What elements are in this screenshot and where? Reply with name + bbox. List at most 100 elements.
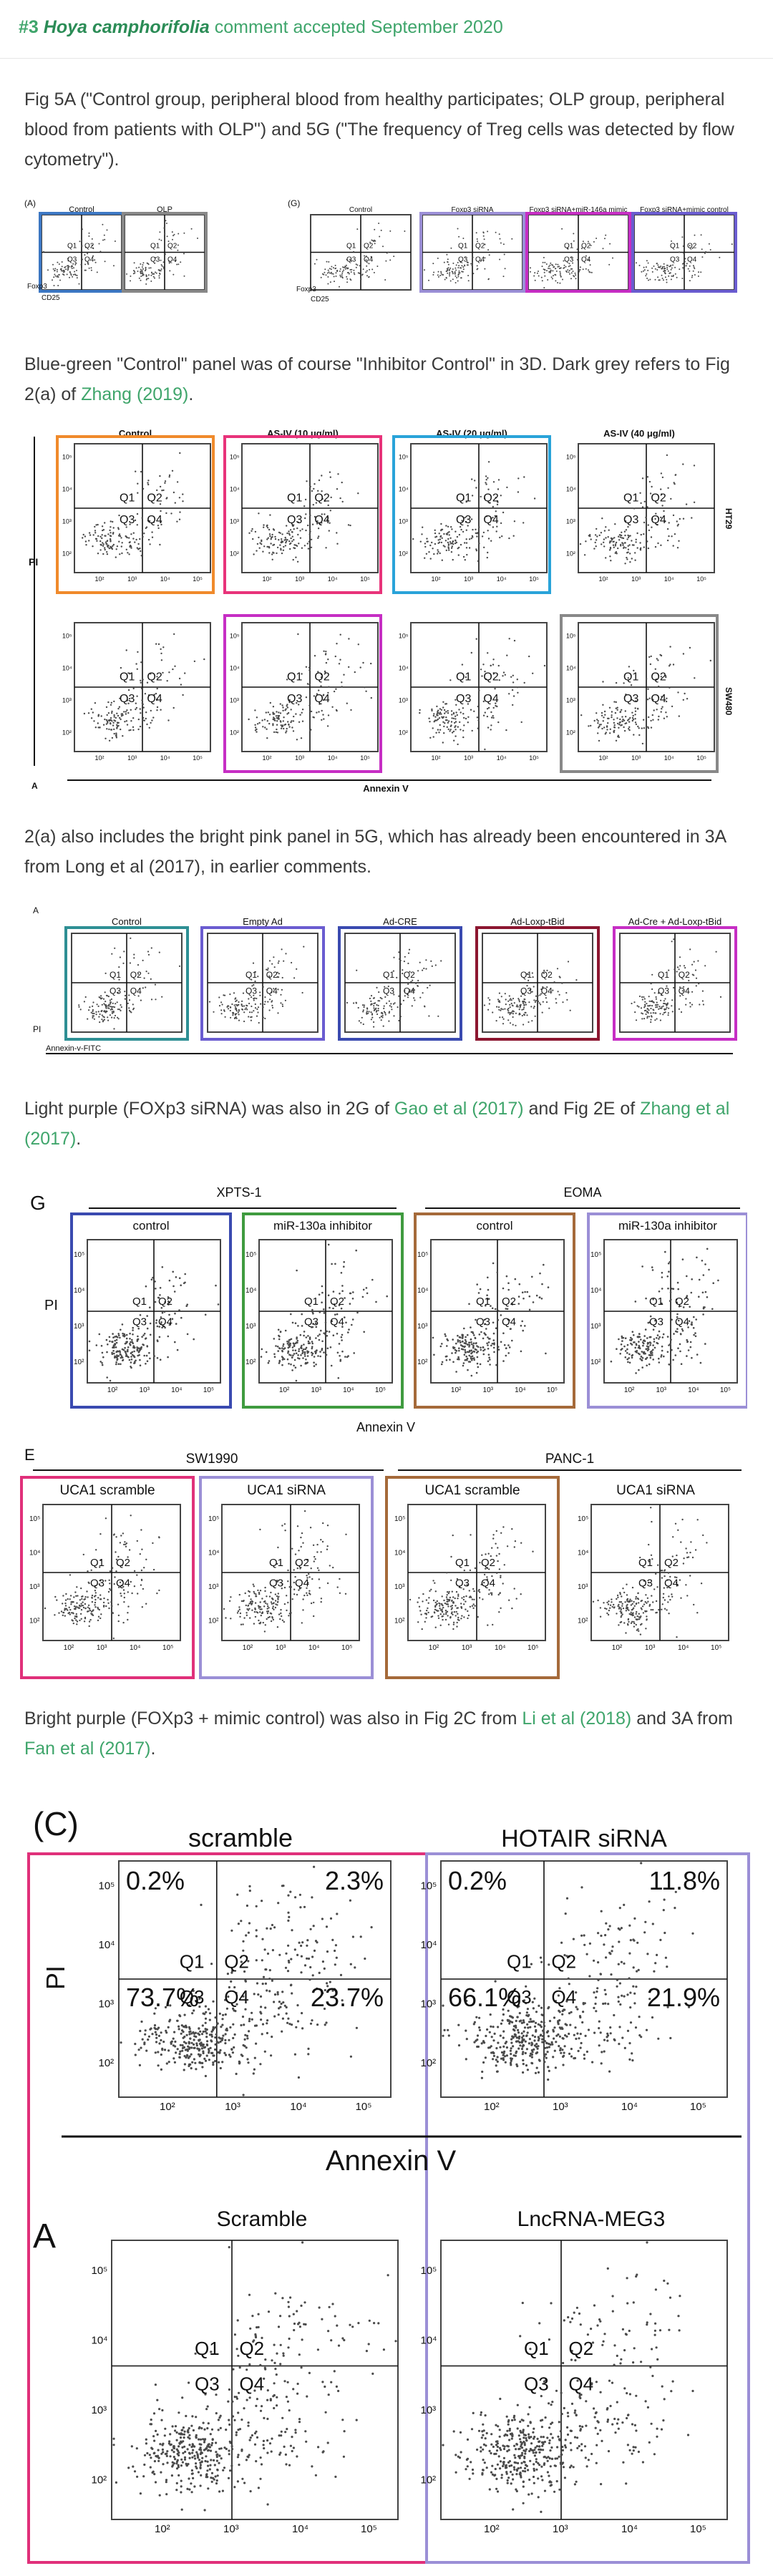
event-dot xyxy=(666,985,668,987)
event-dot xyxy=(481,1554,483,1556)
event-dot xyxy=(445,1613,447,1615)
event-dot xyxy=(448,534,450,536)
event-dot xyxy=(698,1296,700,1298)
event-dot xyxy=(281,1588,283,1590)
event-dot xyxy=(657,659,659,661)
event-dot xyxy=(547,279,549,281)
zhang-2019-link[interactable]: Zhang (2019) xyxy=(81,384,189,404)
event-dot xyxy=(613,730,615,732)
event-dot xyxy=(357,643,359,646)
event-dot xyxy=(118,533,121,535)
event-dot xyxy=(141,266,143,268)
event-dot xyxy=(318,479,321,482)
event-dot xyxy=(180,684,183,686)
event-dot xyxy=(111,1351,113,1354)
quadrant-label-q4: Q4 xyxy=(314,693,329,705)
event-dot xyxy=(689,1346,692,1348)
event-dot xyxy=(676,1301,679,1303)
event-dot xyxy=(668,969,670,971)
event-dot xyxy=(711,1308,714,1311)
event-dot xyxy=(104,541,107,543)
event-dot xyxy=(437,539,439,541)
event-dot xyxy=(652,1008,654,1011)
event-dot xyxy=(251,996,253,998)
event-dot xyxy=(629,535,631,537)
event-dot xyxy=(78,1004,80,1006)
event-dot xyxy=(634,714,636,716)
event-dot xyxy=(468,1346,470,1348)
event-dot xyxy=(563,267,565,269)
event-dot xyxy=(449,1596,452,1599)
y-tick-label: 10³ xyxy=(230,697,239,704)
event-dot xyxy=(647,1342,650,1344)
event-dot xyxy=(495,1020,497,1022)
event-dot xyxy=(603,726,606,729)
event-dot xyxy=(82,228,83,230)
event-dot xyxy=(498,1008,500,1011)
event-dot xyxy=(168,474,171,477)
event-dot xyxy=(140,279,142,281)
event-dot xyxy=(156,1592,158,1595)
event-dot xyxy=(301,1532,303,1535)
event-dot xyxy=(651,1353,653,1356)
event-dot xyxy=(296,527,298,530)
event-dot xyxy=(110,547,112,549)
event-dot xyxy=(660,999,662,1001)
event-dot xyxy=(686,1595,689,1597)
event-dot xyxy=(666,266,669,268)
event-dot xyxy=(118,540,120,543)
event-dot xyxy=(103,1003,105,1005)
gao-2017-link[interactable]: Gao et al (2017) xyxy=(394,1099,524,1119)
event-dot xyxy=(159,475,161,477)
event-dot xyxy=(500,1341,502,1343)
event-dot xyxy=(229,1006,232,1008)
event-dot xyxy=(172,1285,175,1288)
event-dot xyxy=(517,998,520,1000)
event-dot xyxy=(339,268,341,270)
y-tick-label: 10⁴ xyxy=(208,1549,219,1557)
event-dot xyxy=(514,1278,517,1280)
y-tick-label: 10⁴ xyxy=(399,486,409,493)
event-dot xyxy=(383,1007,385,1009)
event-dot xyxy=(455,1350,457,1352)
y-tick-label: 10⁵ xyxy=(394,1515,405,1523)
event-dot xyxy=(480,1583,482,1585)
event-dot xyxy=(237,1003,239,1006)
event-dot xyxy=(291,540,293,543)
event-dot xyxy=(609,1607,611,1609)
event-dot xyxy=(172,1270,174,1273)
event-dot xyxy=(611,711,613,713)
event-dot xyxy=(641,998,643,1001)
event-dot xyxy=(140,681,142,684)
fig2-row-label: HT29 xyxy=(724,508,734,530)
event-dot xyxy=(372,240,374,242)
fig5-panel-title: UCA1 scramble xyxy=(424,1483,520,1498)
event-dot xyxy=(141,530,144,532)
event-dot xyxy=(628,1357,630,1359)
zhang-2017-link[interactable]: Zhang et al (2017) xyxy=(24,1099,730,1149)
event-dot xyxy=(440,709,443,711)
event-dot xyxy=(105,1338,108,1341)
event-dot xyxy=(606,717,609,719)
event-dot xyxy=(532,672,534,674)
event-dot xyxy=(69,1608,72,1611)
event-dot xyxy=(140,1579,143,1582)
event-dot xyxy=(465,501,467,503)
event-dot xyxy=(288,533,291,535)
event-dot xyxy=(442,716,444,719)
event-dot xyxy=(460,543,462,546)
event-dot xyxy=(139,1314,142,1316)
event-dot xyxy=(457,1613,459,1615)
y-tick-label: 10⁵ xyxy=(399,633,409,640)
event-dot xyxy=(528,1021,530,1024)
event-dot xyxy=(531,991,533,993)
event-dot xyxy=(288,1338,291,1341)
event-dot xyxy=(483,1323,486,1326)
event-dot xyxy=(472,256,474,258)
event-dot xyxy=(262,1016,264,1019)
event-dot xyxy=(468,1343,471,1346)
event-dot xyxy=(305,696,308,699)
event-dot xyxy=(268,1607,270,1609)
event-dot xyxy=(321,1540,324,1543)
event-dot xyxy=(613,1603,615,1606)
